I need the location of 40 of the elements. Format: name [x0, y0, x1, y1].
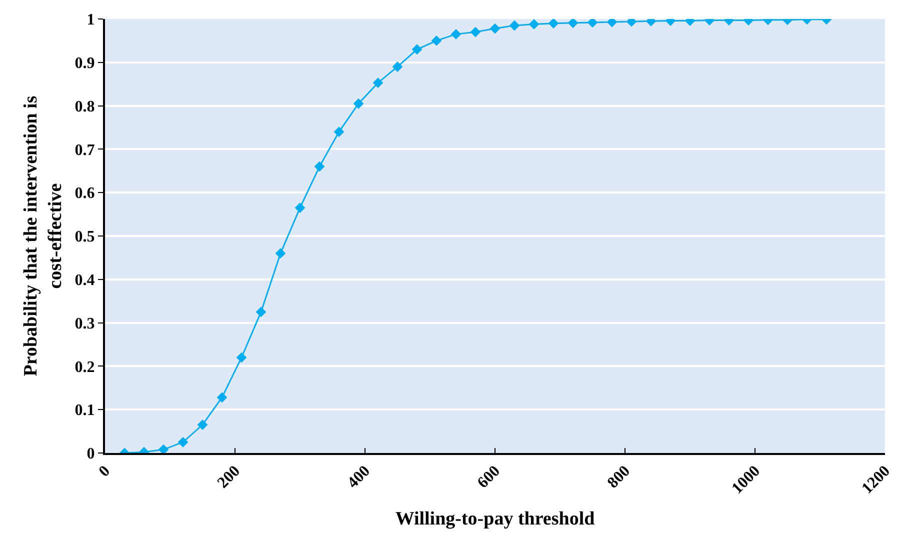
point [372, 78, 384, 88]
point [490, 23, 500, 34]
point [197, 420, 208, 430]
point [216, 392, 228, 403]
y-tick-label: 0.8 [74, 98, 95, 116]
x-tick-label: 800 [604, 462, 634, 492]
y-tick-label: 0.5 [74, 228, 95, 246]
y-tick-label: 0 [86, 446, 95, 463]
point [470, 26, 481, 38]
y-tick-label: 0.6 [74, 185, 95, 202]
point [314, 161, 325, 172]
x-tick-label: 400 [344, 462, 374, 492]
point [528, 19, 540, 30]
point [548, 19, 559, 29]
y-tick-label: 0.7 [74, 142, 95, 159]
point [275, 248, 286, 259]
point [412, 44, 422, 55]
point [178, 436, 188, 448]
point [236, 352, 247, 363]
x-tick-label: 600 [474, 462, 504, 492]
point [158, 444, 169, 453]
point [568, 19, 578, 28]
point [587, 19, 598, 28]
y-tick-label: 0.1 [74, 402, 95, 420]
point [431, 36, 442, 46]
point [334, 126, 344, 138]
x-tick-label: 200 [214, 462, 244, 492]
y-tick-label: 0.3 [74, 315, 95, 332]
y-axis-title: Probability that the intervention is cost-effective [20, 96, 66, 376]
y-tick-label: 0.2 [74, 358, 95, 376]
point [353, 98, 364, 109]
point [294, 202, 306, 213]
point [392, 62, 403, 72]
y-tick-label: 0.4 [74, 272, 95, 289]
x-axis-title: Willing-to-pay threshold [395, 508, 596, 530]
y-tick-label: 0.9 [74, 55, 95, 72]
point [509, 20, 520, 31]
point [450, 28, 462, 40]
y-tick-label: 1 [86, 12, 95, 29]
point [256, 306, 266, 318]
